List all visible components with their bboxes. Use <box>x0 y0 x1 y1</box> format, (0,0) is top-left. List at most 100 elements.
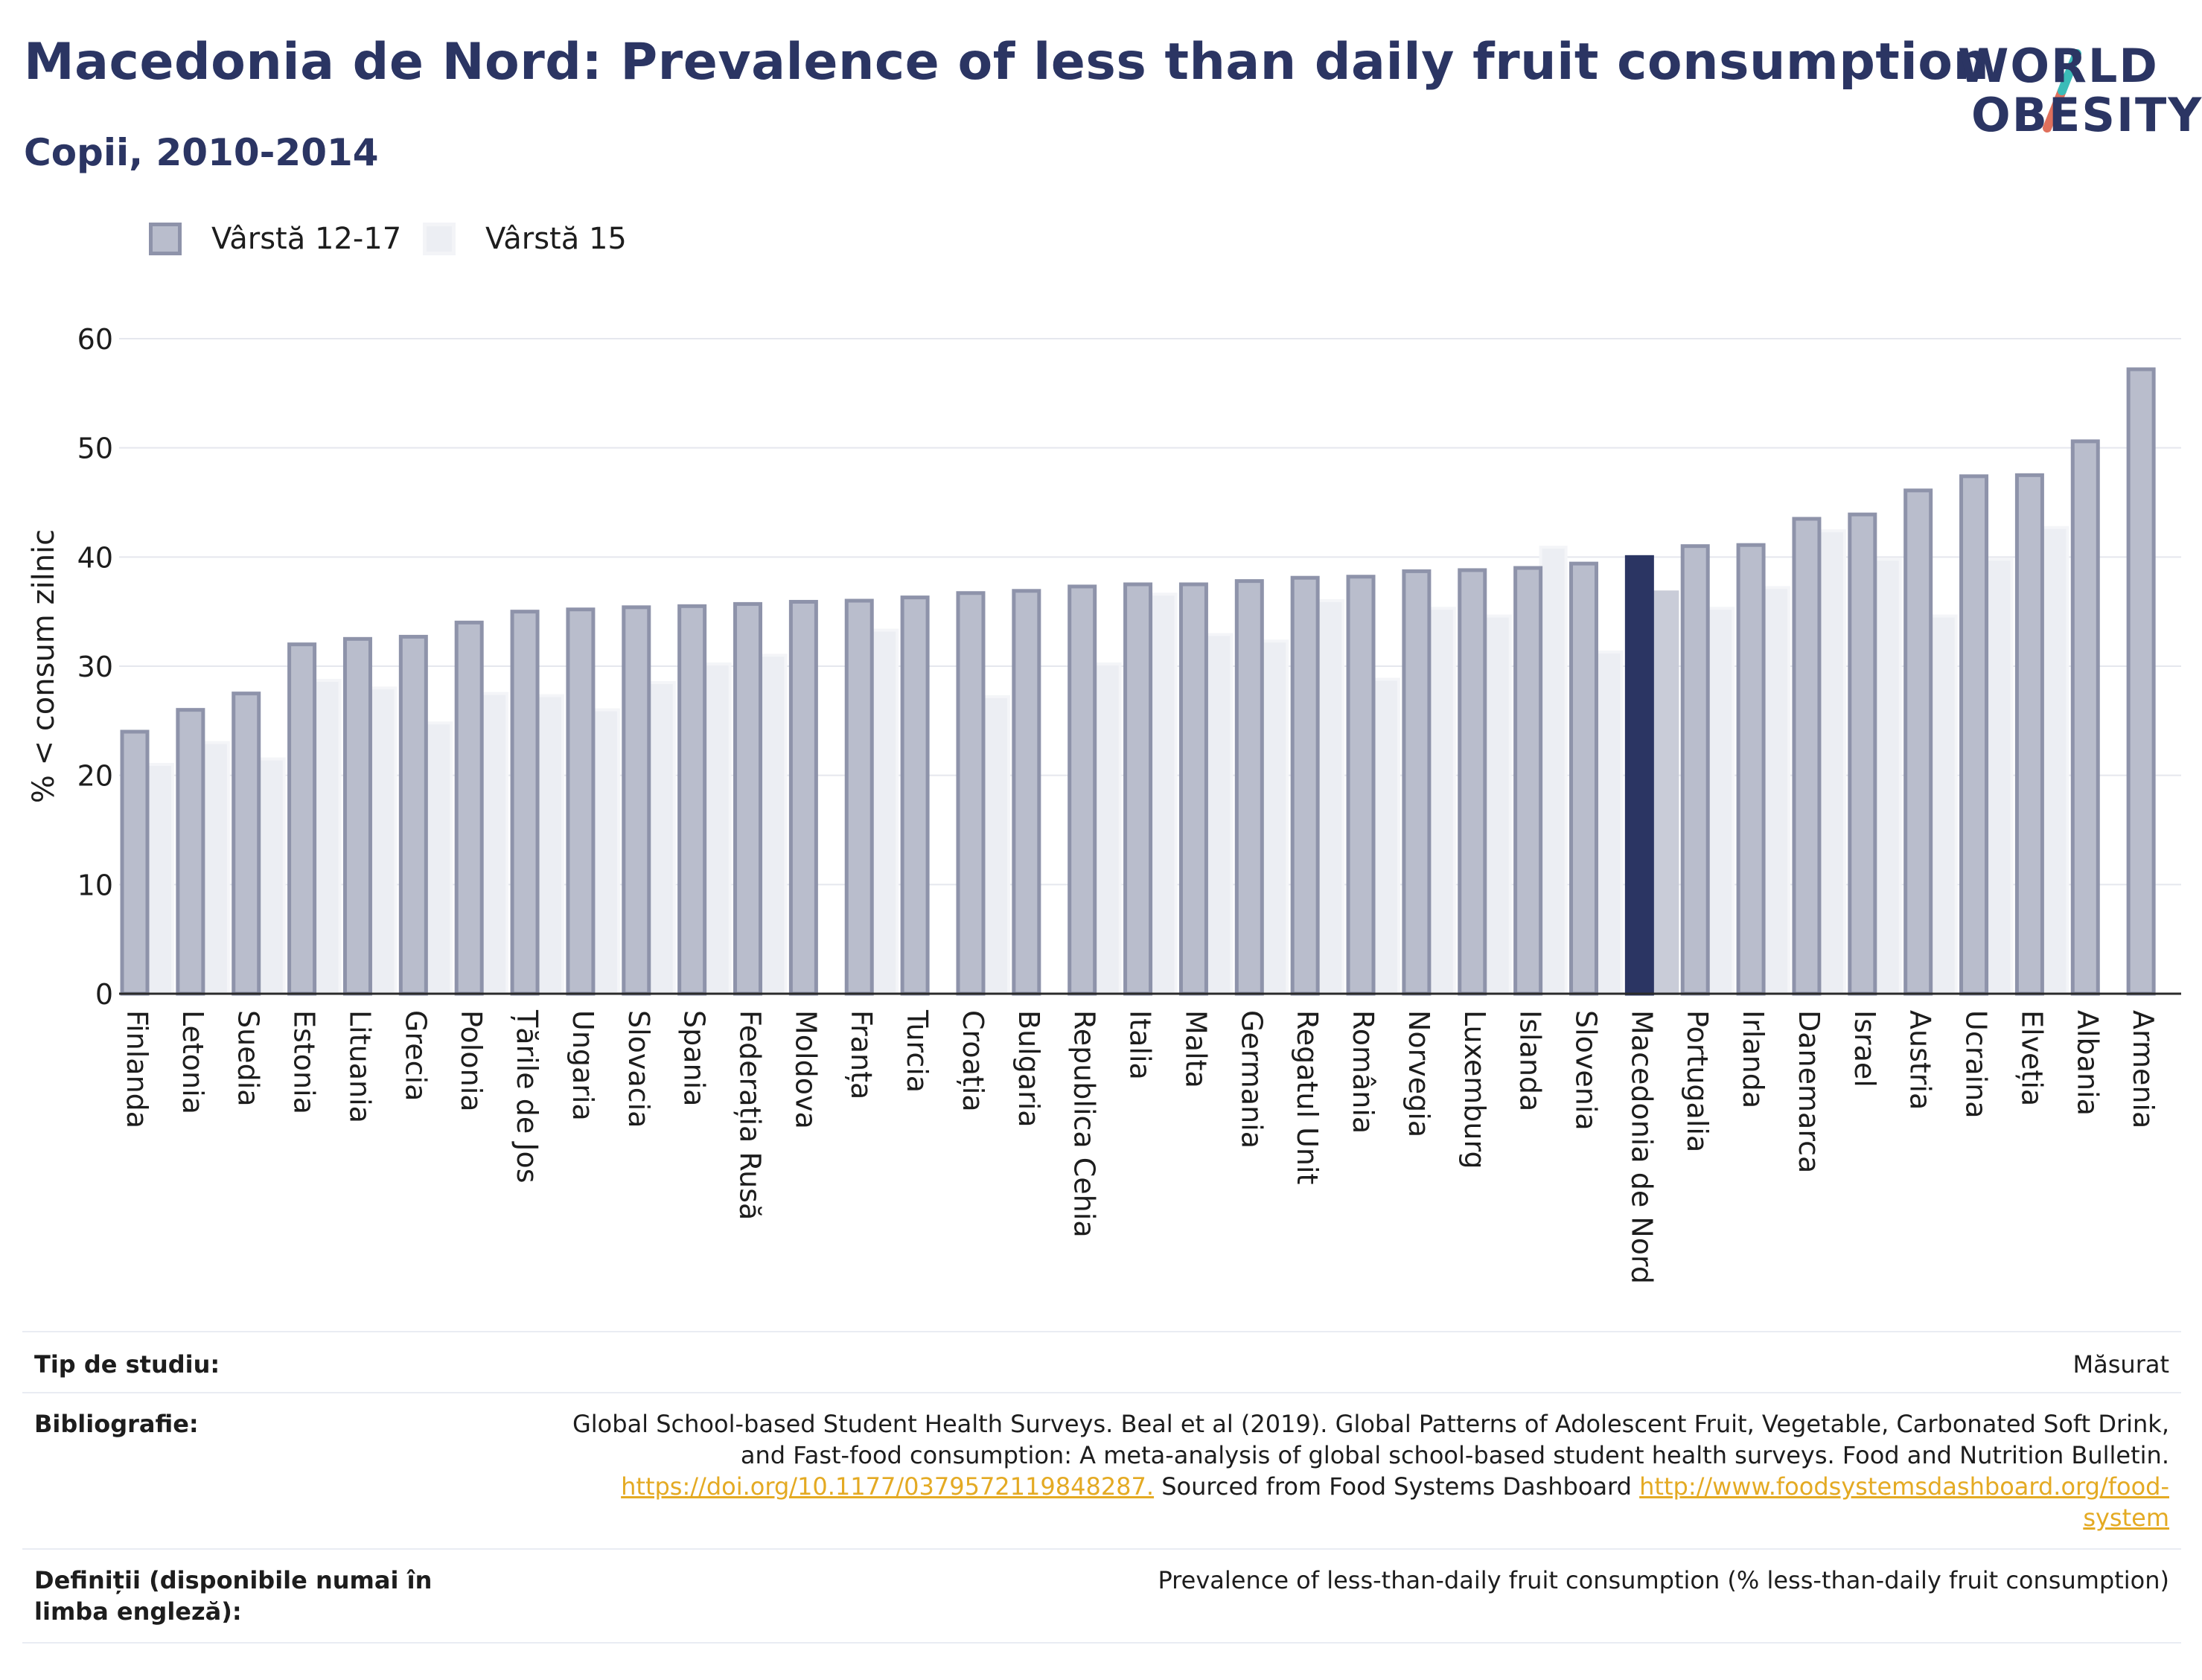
bar-series-1 <box>622 605 651 996</box>
legend-item-series-2[interactable]: Vârstă 15 <box>423 222 627 256</box>
bar-series-1 <box>956 591 986 996</box>
bibliography-line-3: https://doi.org/10.1177/0379572119848287… <box>457 1471 2169 1502</box>
x-tick-label: Elveția <box>2015 1010 2048 1106</box>
bar-series-1 <box>788 599 818 996</box>
x-tick-label: Croația <box>957 1010 989 1112</box>
bar-series-1 <box>844 598 874 996</box>
logo-line-1: WORLD <box>1958 39 2159 93</box>
bar-series-2 <box>703 662 732 995</box>
legend-label-series-1: Vârstă 12-17 <box>211 222 402 256</box>
x-tick-label: Macedonia de Nord <box>1625 1010 1658 1284</box>
x-tick-label: Republica Cehia <box>1068 1010 1101 1238</box>
bar-series-1 <box>566 607 596 996</box>
x-tick-label: Suedia <box>232 1010 265 1107</box>
y-tick-label: 60 <box>77 323 113 356</box>
y-tick-label: 30 <box>77 651 113 683</box>
bar-series-2 <box>591 708 620 996</box>
bar-series-1 <box>1959 474 1989 996</box>
bar-series-2 <box>1204 633 1234 995</box>
bar-series-2 <box>647 681 676 995</box>
bibliography-mid-text: Sourced from Food Systems Dashboard <box>1154 1472 1640 1501</box>
bar-series-2 <box>1873 558 1902 995</box>
bar-series-2 <box>1650 590 1679 995</box>
bar-series-1 <box>1123 582 1153 996</box>
doi-link[interactable]: https://doi.org/10.1177/0379572119848287… <box>621 1472 1155 1501</box>
x-tick-label: Ungaria <box>567 1010 599 1121</box>
x-tick-label: Letonia <box>176 1010 209 1114</box>
x-tick-label: Danemarca <box>1793 1010 1825 1173</box>
info-row-definitions: Definiții (disponibile numai în limba en… <box>22 1548 2181 1644</box>
bar-series-1 <box>1402 569 1432 996</box>
x-tick-label: Portugalia <box>1681 1010 1714 1152</box>
x-tick-label: Albania <box>2071 1010 2104 1116</box>
y-tick-label: 0 <box>95 978 113 1011</box>
bar-series-2 <box>201 741 230 996</box>
x-tick-label: Irlanda <box>1737 1010 1769 1108</box>
bar-series-2 <box>368 686 398 995</box>
x-tick-label: Estonia <box>288 1010 321 1114</box>
bar-series-1 <box>1178 582 1208 996</box>
bar-series-1 <box>232 692 261 996</box>
x-tick-label: Franța <box>845 1010 878 1099</box>
legend-label-series-2: Vârstă 15 <box>485 222 627 256</box>
info-key-bibliography: Bibliografie: <box>34 1410 199 1438</box>
x-tick-label: Islanda <box>1514 1010 1547 1111</box>
bar-series-1 <box>1513 566 1543 996</box>
bar-series-2 <box>981 695 1010 995</box>
bar-series-2 <box>1260 639 1289 995</box>
bar-series-1 <box>510 610 540 996</box>
bar-series-1 <box>398 634 428 996</box>
bar-series-2 <box>1316 599 1345 995</box>
dashboard-link[interactable]: http://www.foodsystemsdashboard.org/food… <box>1639 1472 2169 1501</box>
x-tick-label: Moldova <box>789 1010 822 1129</box>
bar-series-1 <box>120 729 150 996</box>
x-tick-label: Israel <box>1848 1010 1881 1087</box>
bar-series-1 <box>1346 575 1376 996</box>
legend-item-series-1[interactable]: Vârstă 12-17 <box>149 222 401 256</box>
world-obesity-logo: WORLD OBESITY <box>1935 24 2201 158</box>
x-tick-label: Italia <box>1124 1010 1157 1080</box>
bar-series-2 <box>424 721 453 995</box>
x-tick-label: Luxemburg <box>1458 1010 1491 1169</box>
bar-series-1 <box>1568 561 1598 996</box>
bar-series-2 <box>1595 650 1624 995</box>
page-title: Macedonia de Nord: Prevalence of less th… <box>24 33 1990 92</box>
bar-series-2 <box>313 679 342 995</box>
bar-series-2 <box>759 654 788 995</box>
logo-line-2: OBESITY <box>1971 88 2202 142</box>
x-tick-label: Regatul Unit <box>1291 1010 1324 1184</box>
bar-series-1 <box>1234 579 1264 996</box>
legend-swatch-series-2 <box>423 223 456 255</box>
bibliography-line-4: system <box>457 1502 2169 1533</box>
x-tick-label: Polonia <box>455 1010 488 1112</box>
bar-series-2 <box>1483 614 1512 995</box>
x-tick-label: Germania <box>1235 1010 1268 1149</box>
x-tick-label: Spania <box>678 1010 711 1106</box>
bar-series-1 <box>1680 544 1710 996</box>
bar-series-1 <box>2070 439 2100 996</box>
bar-series-2 <box>1762 586 1791 995</box>
y-tick-label: 50 <box>77 432 113 465</box>
dashboard-link-cont[interactable]: system <box>2083 1504 2169 1532</box>
info-value-study-type: Măsurat <box>2072 1350 2169 1379</box>
bar-series-1 <box>1792 517 1822 996</box>
x-tick-label: Țările de Jos <box>511 1009 543 1184</box>
bar-series-2 <box>1706 607 1735 995</box>
bar-series-1 <box>342 636 372 996</box>
bar-series-2 <box>1539 546 1568 995</box>
x-tick-label: Lituania <box>343 1010 376 1123</box>
x-tick-label: Austria <box>1904 1010 1937 1110</box>
bar-series-1 <box>2014 473 2044 996</box>
logo-slash-icon <box>2043 49 2081 132</box>
bar-series-2 <box>1427 607 1456 995</box>
bar-series-2 <box>480 692 509 996</box>
bar-series-2 <box>1093 662 1122 995</box>
bar-series-1 <box>2126 367 2156 996</box>
bar-series-1 <box>1903 488 1933 996</box>
x-tick-label: Bulgaria <box>1012 1010 1045 1128</box>
bar-series-1 <box>677 604 707 996</box>
y-axis-label: % < consum zilnic <box>27 529 61 803</box>
bar-series-2 <box>536 694 565 995</box>
bar-series-1 <box>733 601 763 996</box>
bar-series-2 <box>1929 614 1958 995</box>
